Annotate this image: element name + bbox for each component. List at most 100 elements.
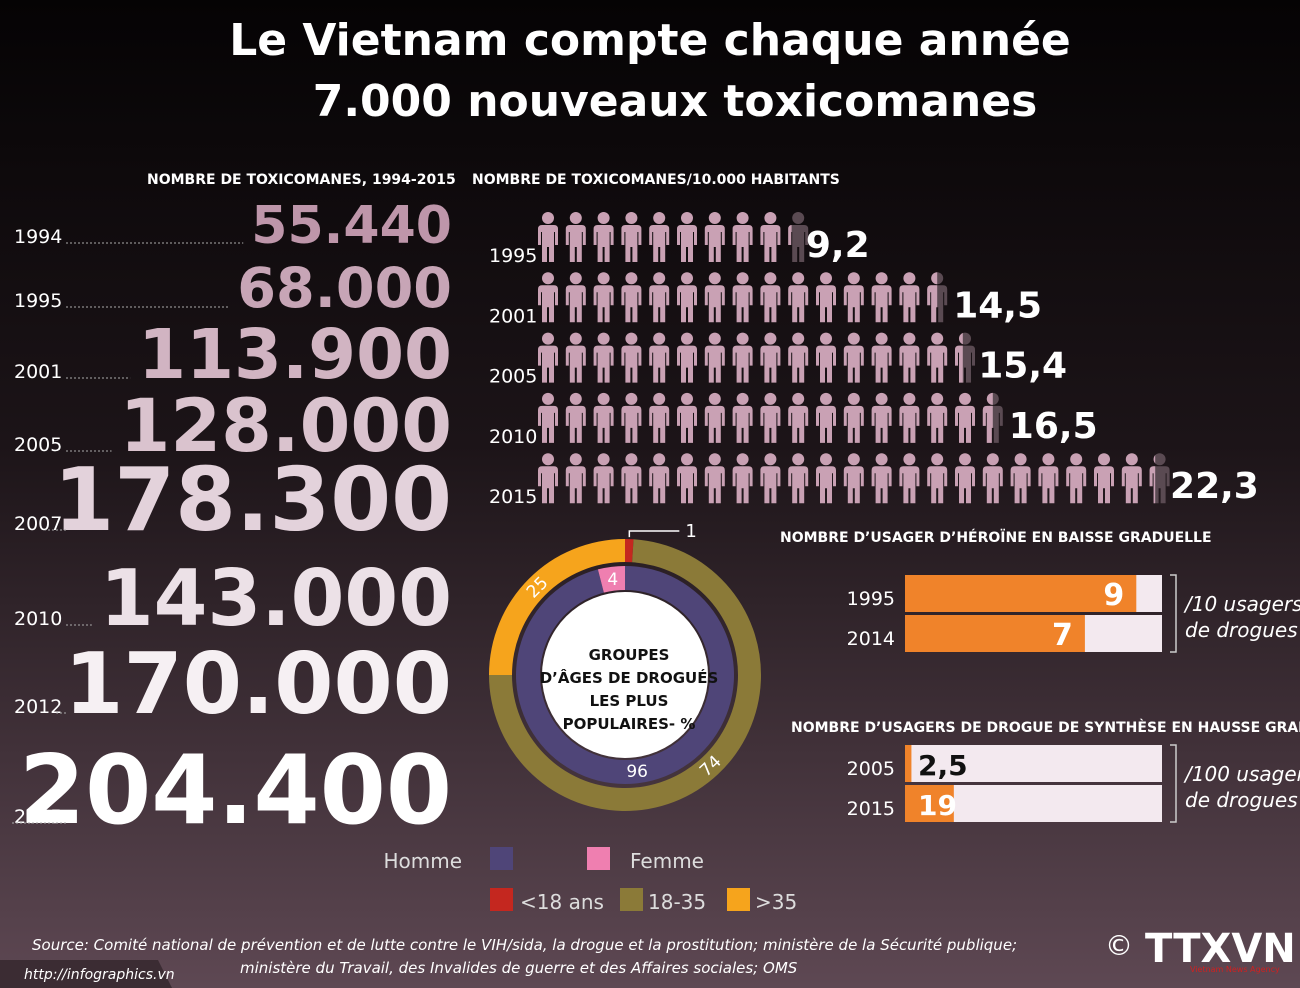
- icon-head: [542, 332, 554, 345]
- icon-head: [986, 453, 999, 466]
- icon-head: [681, 272, 693, 285]
- logo: TTXVN: [1145, 926, 1296, 972]
- icon-head: [681, 392, 693, 405]
- icon-body: [704, 345, 725, 383]
- icon-head: [736, 332, 749, 345]
- center-label: GROUPES: [589, 646, 670, 664]
- icon-head: [625, 332, 638, 345]
- icon-body: [704, 466, 725, 504]
- icon-body: [760, 285, 781, 323]
- icon-body: [982, 405, 993, 443]
- icon-body: [593, 466, 614, 504]
- year-label: 2005: [14, 434, 62, 456]
- icon-body: [1094, 466, 1114, 504]
- person-icon: [593, 332, 614, 383]
- icon-head: [708, 212, 721, 224]
- year-label: 2001: [14, 361, 62, 383]
- center-disc: [542, 592, 708, 758]
- person-icon: [1066, 453, 1087, 504]
- person-icon: [732, 453, 753, 504]
- icon-head: [792, 272, 805, 285]
- person-icon: [899, 392, 920, 443]
- unit-label: /10 usagers: [1183, 592, 1300, 616]
- icon-head: [875, 332, 888, 345]
- label-leader: [628, 530, 680, 538]
- icon-body: [760, 466, 781, 504]
- donut-slice: [625, 539, 634, 563]
- icon-body: [871, 345, 892, 383]
- year-label: 2012: [14, 696, 62, 718]
- bracket: [1170, 574, 1177, 653]
- person-icon: [538, 392, 558, 443]
- icon-body: [621, 345, 642, 383]
- chart-title: NOMBRE DE TOXICOMANES, 1994-2015: [147, 172, 456, 188]
- icon-head: [959, 392, 971, 405]
- person-icon: [843, 272, 864, 323]
- unit-label: de drogues: [1185, 618, 1298, 642]
- person-icon: [1038, 453, 1059, 504]
- icon-body: [538, 345, 558, 383]
- icon-body: [621, 466, 642, 504]
- icon-body: [788, 466, 809, 504]
- value-label: 2,5: [918, 749, 968, 782]
- icon-body: [677, 225, 697, 262]
- chart-title: NOMBRE DE TOXICOMANES/10.000 HABITANTS: [472, 172, 840, 188]
- person-icon: [677, 212, 697, 262]
- icon-body: [649, 285, 670, 323]
- icon-head: [736, 212, 749, 224]
- icon-head: [764, 332, 777, 345]
- person-icon: [871, 392, 892, 443]
- value-figure: 128.000: [120, 384, 452, 469]
- icon-head: [847, 392, 860, 405]
- person-icon: [538, 212, 558, 262]
- person-icon: [760, 272, 781, 323]
- icon-body: [788, 345, 809, 383]
- icon-body: [816, 466, 836, 504]
- icon-head: [681, 212, 693, 224]
- icon-head: [820, 392, 832, 405]
- icon-head: [542, 272, 554, 285]
- bar: [905, 575, 1137, 612]
- value-label: 19: [918, 789, 957, 822]
- icon-body: [899, 405, 920, 443]
- person-icon: [816, 453, 836, 504]
- chart-title: NOMBRE D’USAGER D’HÉROÏNE EN BAISSE GRAD…: [780, 529, 1212, 546]
- chart-title: NOMBRE D’USAGERS DE DROGUE DE SYNTHÈSE E…: [791, 719, 1300, 736]
- icon-body: [565, 285, 586, 323]
- person-icon: [593, 392, 614, 443]
- icon-head: [542, 392, 554, 405]
- url: http://infographics.vn: [24, 967, 175, 983]
- icon-body: [816, 405, 836, 443]
- bracket: [1170, 744, 1177, 823]
- icon-head: [569, 272, 582, 285]
- slice-label: 96: [626, 762, 648, 782]
- person-icon: [816, 332, 836, 383]
- icon-head: [597, 212, 610, 224]
- person-icon: [1121, 453, 1142, 504]
- year-label: 1994: [14, 226, 62, 248]
- icon-head: [597, 392, 610, 405]
- icon-body: [871, 405, 892, 443]
- icon-head: [931, 453, 944, 466]
- person-icon: [927, 332, 948, 383]
- icon-body: [732, 225, 753, 262]
- person-icon: [1094, 453, 1114, 504]
- icon-row: [538, 212, 809, 262]
- icon-body: [565, 225, 586, 262]
- icon-head: [1153, 455, 1156, 464]
- person-icon: [565, 392, 586, 443]
- icon-body: [843, 285, 864, 323]
- icon-head: [792, 212, 805, 224]
- icon-head: [736, 392, 749, 405]
- icon-head: [764, 212, 777, 224]
- icon-head: [653, 212, 666, 224]
- unit-label: /100 usagers: [1183, 762, 1300, 786]
- icon-head: [903, 332, 916, 345]
- icon-body: [704, 285, 725, 323]
- person-icon: [565, 272, 586, 323]
- icon-body: [677, 466, 697, 504]
- icon-body: [538, 225, 558, 262]
- icon-head: [1125, 453, 1138, 466]
- icon-body: [788, 225, 792, 245]
- icon-row: [538, 453, 1170, 504]
